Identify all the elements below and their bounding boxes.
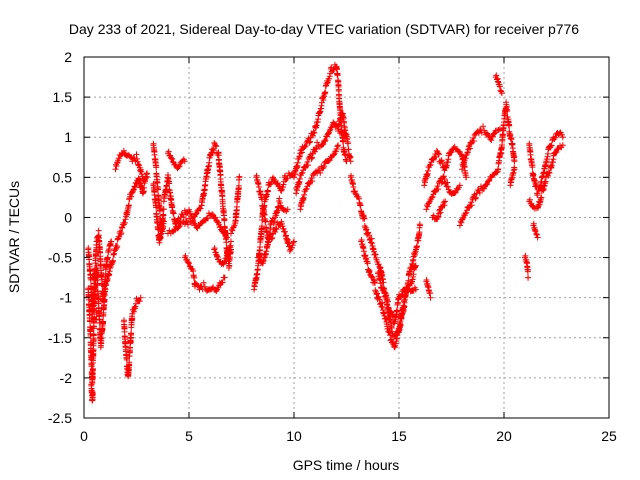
data-trace xyxy=(375,262,419,327)
data-trace xyxy=(526,129,566,199)
data-trace xyxy=(507,164,518,189)
y-tick-label: -0.5 xyxy=(48,250,72,266)
data-trace xyxy=(253,172,297,254)
data-trace xyxy=(459,123,503,173)
data-trace xyxy=(358,237,419,351)
x-tick-labels: 0 5 10 15 20 25 xyxy=(80,428,617,444)
data-trace xyxy=(112,147,148,185)
data-trace xyxy=(150,180,167,246)
data-trace xyxy=(530,220,541,241)
data-trace xyxy=(492,72,505,97)
x-axis-title: GPS time / hours xyxy=(293,457,400,473)
x-tick-label: 5 xyxy=(185,428,193,444)
data-trace xyxy=(522,252,532,281)
x-tick-label: 25 xyxy=(601,428,617,444)
data-trace xyxy=(456,99,518,229)
data-trace xyxy=(293,110,354,197)
data-trace xyxy=(85,227,115,317)
y-tick-label: -1 xyxy=(60,290,73,306)
chart-title: Day 233 of 2021, Sidereal Day-to-day VTE… xyxy=(69,21,579,37)
data-trace xyxy=(423,277,434,301)
data-trace xyxy=(165,210,230,241)
data-trace xyxy=(160,172,205,230)
x-tick-label: 20 xyxy=(496,428,512,444)
x-tick-label: 10 xyxy=(286,428,302,444)
data-trace xyxy=(181,252,228,295)
y-tick-label: -2 xyxy=(60,370,73,386)
plot-frame xyxy=(83,56,610,419)
data-trace xyxy=(297,142,342,213)
y-tick-label: 2 xyxy=(64,49,72,65)
x-tick-label: 15 xyxy=(391,428,407,444)
y-tick-label: -1.5 xyxy=(48,330,72,346)
axis-ticks xyxy=(83,56,610,419)
data-trace xyxy=(255,195,291,267)
y-tick-label: 0.5 xyxy=(53,169,73,185)
x-tick-label: 0 xyxy=(80,428,88,444)
y-tick-label: 1.5 xyxy=(53,89,73,105)
y-tick-labels: 2 1.5 1 0.5 0 -0.5 -1 -1.5 -2 -2.5 xyxy=(48,49,72,426)
data-trace xyxy=(423,173,463,213)
data-trace xyxy=(526,142,566,212)
data-trace xyxy=(228,173,243,237)
data-trace xyxy=(88,381,96,404)
data-points xyxy=(85,61,566,404)
y-tick-label: 1 xyxy=(64,129,72,145)
y-tick-label: -2.5 xyxy=(48,410,72,426)
y-tick-label: 0 xyxy=(64,209,72,225)
data-trace xyxy=(211,238,234,268)
data-trace xyxy=(165,148,188,172)
data-trace xyxy=(120,294,144,380)
y-axis-title: SDTVAR / TECUs xyxy=(6,181,22,293)
data-trace xyxy=(429,198,449,223)
